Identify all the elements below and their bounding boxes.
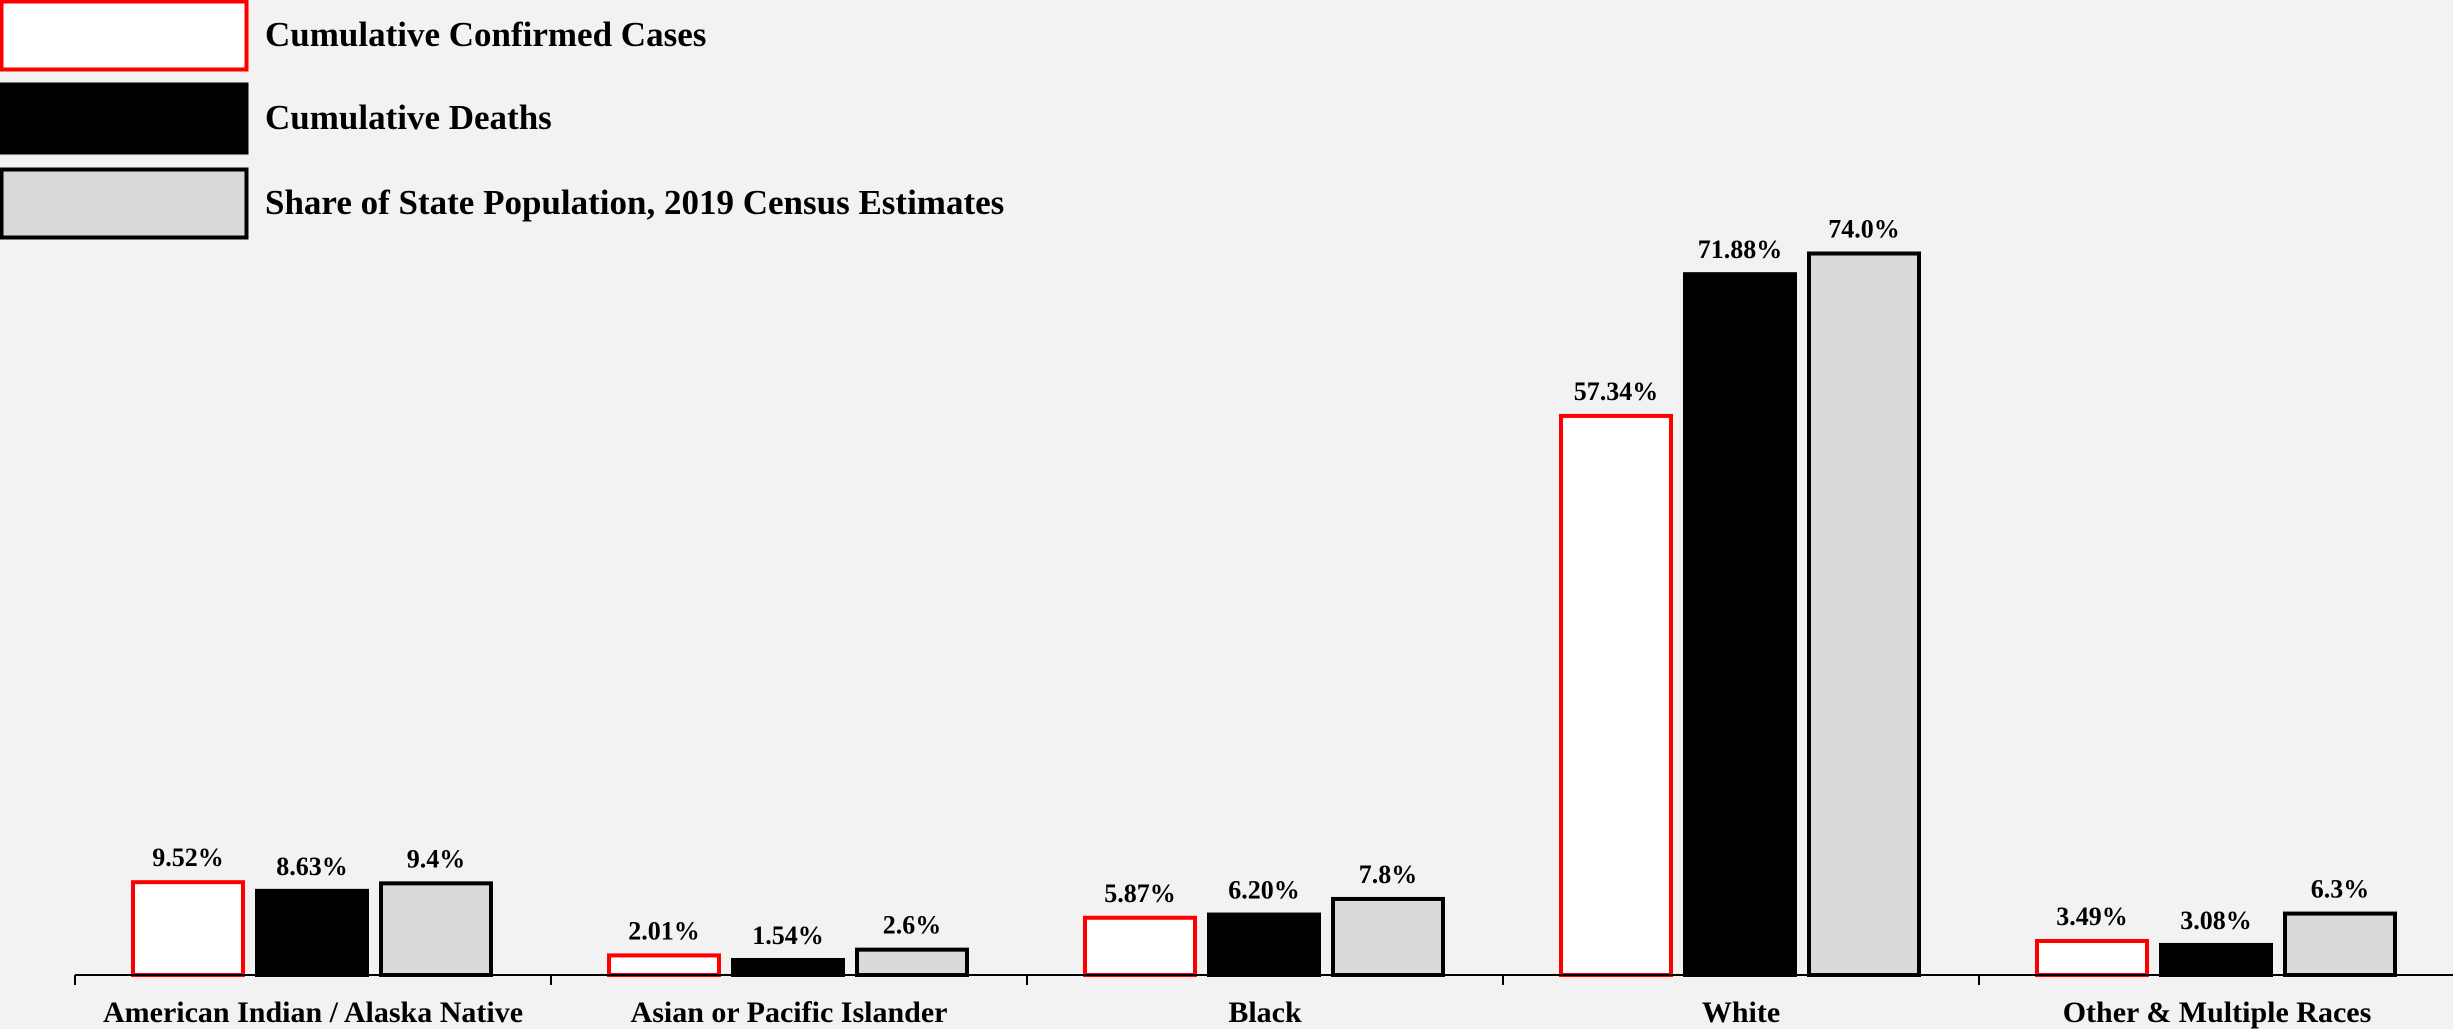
value-label-2-1: 8.63% <box>276 852 348 881</box>
bar-2-3 <box>1207 912 1321 977</box>
value-label-2-2: 1.54% <box>752 921 824 950</box>
value-label-1-4: 57.34% <box>1574 377 1659 406</box>
value-label-2-5: 3.08% <box>2180 906 2252 935</box>
value-labels: 9.52% 8.63% 9.4% 2.01% 1.54% 2.6% 5.87% 6.20% 7.… <box>152 215 2369 950</box>
bar-3-3 <box>1331 896 1445 978</box>
x-axis: American Indian / Alaska Native Asian or … <box>74 974 2453 1029</box>
value-label-1-5: 3.49% <box>2056 902 2128 931</box>
legend-label-2: Cumulative Deaths <box>265 98 552 137</box>
bar-1-3 <box>1083 915 1197 978</box>
value-label-1-2: 2.01% <box>628 916 700 945</box>
value-label-3-3: 7.8% <box>1359 860 1418 889</box>
legend-label-3: Share of State Population, 2019 Census E… <box>265 183 1004 222</box>
category-label-5: Other & Multiple Races <box>2063 996 2372 1029</box>
bar-3-5 <box>2283 911 2397 978</box>
bar-3-2 <box>855 947 969 978</box>
value-label-2-3: 6.20% <box>1228 876 1300 905</box>
value-label-3-2: 2.6% <box>883 911 942 940</box>
value-label-1-3: 5.87% <box>1104 879 1176 908</box>
bar-1-2 <box>607 953 721 978</box>
bar-2-4 <box>1683 272 1797 978</box>
legend-swatch-1 <box>0 0 249 72</box>
bar-2-1 <box>255 888 369 977</box>
bar-3-4 <box>1807 251 1921 977</box>
bar-1-5 <box>2035 938 2149 977</box>
bars <box>131 251 2397 978</box>
bar-1-4 <box>1559 413 1673 977</box>
bar-1-1 <box>131 880 245 977</box>
value-label-3-1: 9.4% <box>407 844 466 873</box>
value-label-3-4: 74.0% <box>1828 215 1900 244</box>
value-label-3-5: 6.3% <box>2311 875 2370 904</box>
value-label-2-4: 71.88% <box>1698 235 1783 264</box>
category-label-1: American Indian / Alaska Native <box>103 996 523 1029</box>
legend: Cumulative Confirmed Cases Cumulative Dea… <box>0 0 1004 240</box>
bar-2-5 <box>2159 942 2273 977</box>
legend-swatch-3 <box>0 167 249 240</box>
legend-swatch-2 <box>0 82 249 155</box>
category-label-3: Black <box>1228 996 1302 1029</box>
category-label-4: White <box>1702 996 1780 1029</box>
bar-3-1 <box>379 881 493 977</box>
value-label-1-1: 9.52% <box>152 843 224 872</box>
category-label-2: Asian or Pacific Islander <box>631 996 948 1029</box>
legend-label-1: Cumulative Confirmed Cases <box>265 15 706 54</box>
bar-2-2 <box>731 957 845 977</box>
